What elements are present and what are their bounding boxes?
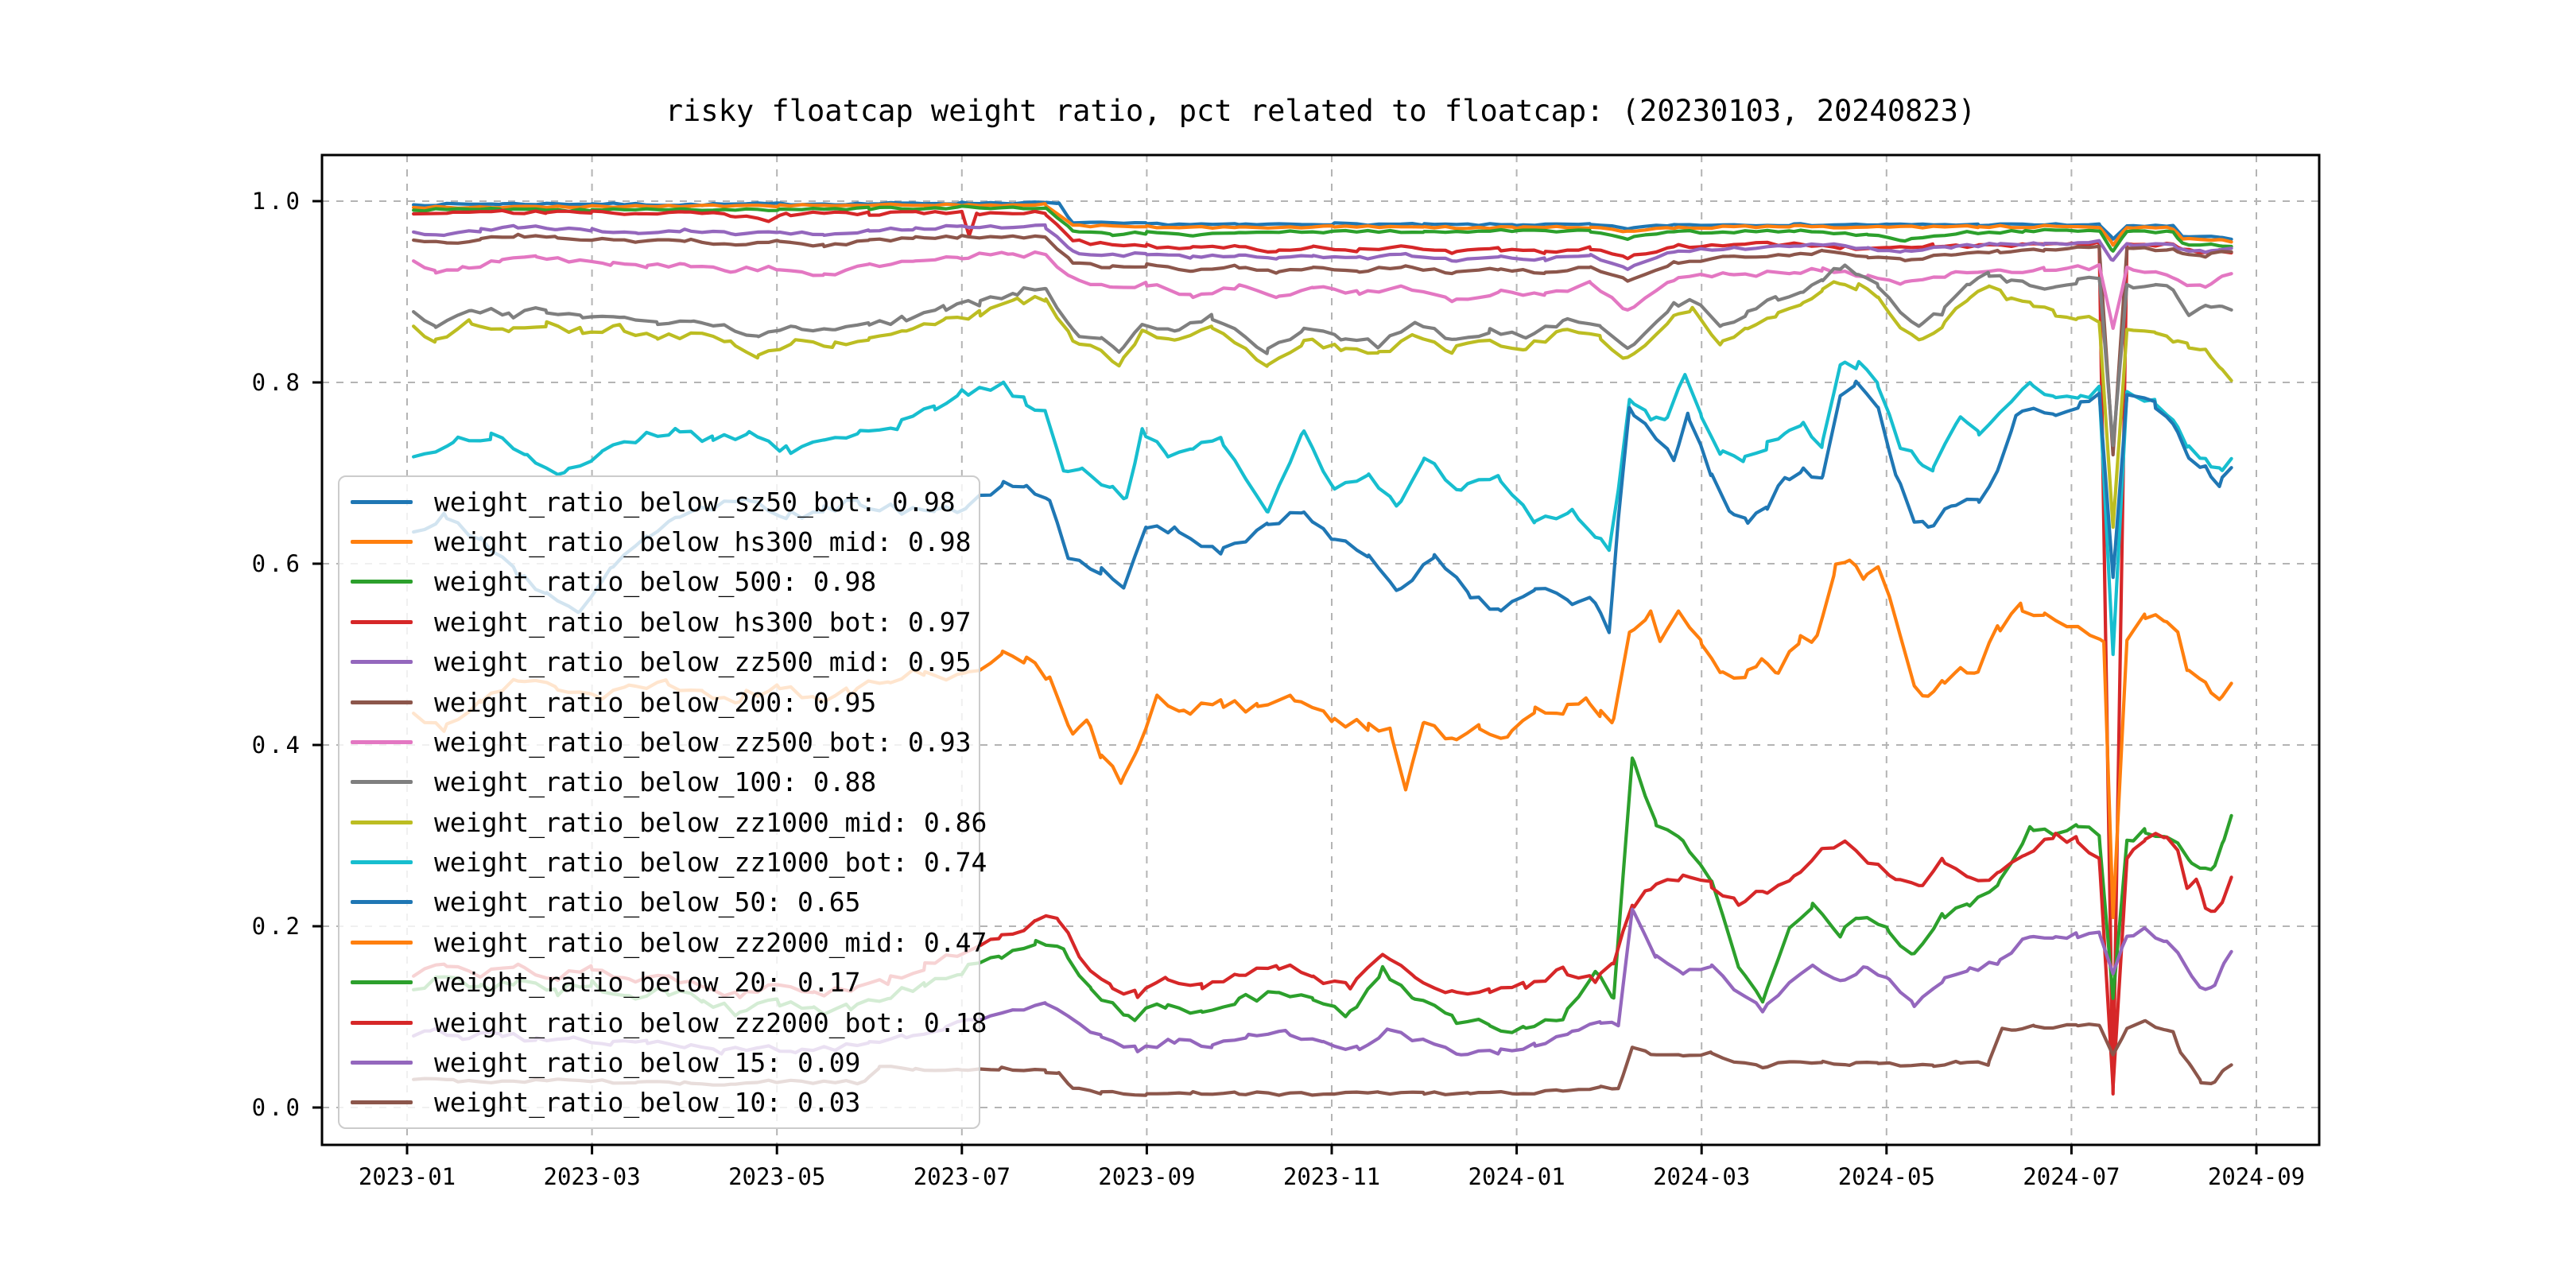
- series-line-weight_ratio_below_500: [412, 204, 2233, 253]
- legend-item: weight_ratio_below_20: 0.17: [351, 964, 979, 1001]
- legend-item: weight_ratio_below_hs300_mid: 0.98: [351, 524, 979, 561]
- x-tick-label: 2024-03: [1653, 1163, 1750, 1190]
- series-line-weight_ratio_below_zz500_mid: [412, 223, 2233, 271]
- legend-line-sample: [351, 780, 413, 785]
- legend-item: weight_ratio_below_15: 0.09: [351, 1044, 979, 1080]
- series-line-weight_ratio_below_zz1000_mid: [412, 280, 2233, 530]
- plot-frame: [320, 153, 2321, 1146]
- legend-item: weight_ratio_below_zz2000_bot: 0.18: [351, 1004, 987, 1041]
- legend-line-sample: [351, 900, 413, 905]
- tick-marks: [312, 200, 2258, 1154]
- x-tick-label: 2024-07: [2023, 1163, 2120, 1190]
- x-tick-label: 2024-01: [1468, 1163, 1565, 1190]
- legend-label: weight_ratio_below_200: 0.95: [434, 686, 877, 718]
- legend-item: weight_ratio_below_zz1000_mid: 0.86: [351, 804, 987, 840]
- legend-label: weight_ratio_below_10: 0.03: [434, 1087, 861, 1119]
- series-lines: [412, 200, 2233, 1097]
- legend-label: weight_ratio_below_zz1000_bot: 0.74: [434, 847, 987, 879]
- legend-item: weight_ratio_below_200: 0.95: [351, 684, 979, 720]
- legend-line-sample: [351, 820, 413, 824]
- legend: weight_ratio_below_sz50_bot: 0.98 weight_…: [338, 475, 987, 1129]
- x-tick-label: 2024-09: [2208, 1163, 2305, 1190]
- y-tick-label: 0.0: [252, 1094, 303, 1121]
- legend-label: weight_ratio_below_hs300_mid: 0.98: [434, 526, 972, 558]
- x-tick-label: 2023-03: [543, 1163, 640, 1190]
- y-tick-label: 0.8: [252, 369, 303, 396]
- legend-label: weight_ratio_below_zz2000_bot: 0.18: [434, 1007, 987, 1038]
- x-tick-label: 2023-01: [359, 1163, 456, 1190]
- x-tick-label: 2023-09: [1098, 1163, 1195, 1190]
- legend-line-sample: [351, 619, 413, 624]
- legend-item: weight_ratio_below_50: 0.65: [351, 884, 979, 921]
- series-line-weight_ratio_below_hs300_mid: [412, 202, 2233, 247]
- legend-item: weight_ratio_below_100: 0.88: [351, 764, 979, 801]
- legend-line-sample: [351, 940, 413, 945]
- legend-item: weight_ratio_below_zz500_mid: 0.95: [351, 644, 979, 681]
- legend-line-sample: [351, 980, 413, 985]
- x-tick-label: 2023-11: [1283, 1163, 1380, 1190]
- legend-label: weight_ratio_below_100: 0.88: [434, 766, 877, 798]
- legend-item: weight_ratio_below_zz2000_mid: 0.47: [351, 924, 987, 960]
- legend-label: weight_ratio_below_sz50_bot: 0.98: [434, 486, 956, 518]
- legend-item: weight_ratio_below_500: 0.98: [351, 564, 979, 600]
- legend-label: weight_ratio_below_zz2000_mid: 0.47: [434, 926, 987, 958]
- chart-title: risky floatcap weight ratio, pct related…: [665, 94, 1977, 128]
- legend-item: weight_ratio_below_10: 0.03: [351, 1084, 979, 1121]
- legend-line-sample: [351, 499, 413, 504]
- legend-line-sample: [351, 860, 413, 865]
- tick-labels: 2023-01 2023-03 2023-05 2023-07 2023-09 2023-…: [252, 188, 2306, 1190]
- legend-line-sample: [351, 1020, 413, 1025]
- legend-label: weight_ratio_below_20: 0.17: [434, 967, 861, 999]
- series-line-weight_ratio_below_100: [412, 263, 2233, 448]
- legend-line-sample: [351, 580, 413, 584]
- legend-item: weight_ratio_below_hs300_bot: 0.97: [351, 603, 979, 640]
- x-tick-label: 2023-05: [728, 1163, 825, 1190]
- legend-label: weight_ratio_below_500: 0.98: [434, 566, 877, 598]
- legend-label: weight_ratio_below_zz500_mid: 0.95: [434, 646, 972, 678]
- legend-line-sample: [351, 1060, 413, 1065]
- legend-label: weight_ratio_below_zz1000_mid: 0.86: [434, 806, 987, 838]
- y-tick-label: 1.0: [252, 188, 303, 215]
- legend-line-sample: [351, 1100, 413, 1105]
- series-line-weight_ratio_below_zz1000_bot: [412, 359, 2233, 657]
- legend-label: weight_ratio_below_50: 0.65: [434, 886, 861, 918]
- y-tick-label: 0.2: [252, 913, 303, 940]
- y-tick-label: 0.4: [252, 731, 303, 758]
- legend-item: weight_ratio_below_zz500_bot: 0.93: [351, 724, 979, 760]
- x-tick-label: 2023-07: [914, 1163, 1011, 1190]
- legend-line-sample: [351, 660, 413, 665]
- legend-line-sample: [351, 540, 413, 545]
- legend-label: weight_ratio_below_15: 0.09: [434, 1046, 861, 1078]
- y-tick-label: 0.6: [252, 550, 303, 577]
- legend-label: weight_ratio_below_hs300_bot: 0.97: [434, 606, 972, 638]
- legend-label: weight_ratio_below_zz500_bot: 0.93: [434, 726, 972, 758]
- series-line-weight_ratio_below_200: [412, 232, 2233, 457]
- legend-item: weight_ratio_below_sz50_bot: 0.98: [351, 483, 979, 520]
- legend-line-sample: [351, 700, 413, 704]
- x-tick-label: 2024-05: [1838, 1163, 1935, 1190]
- series-line-weight_ratio_below_zz500_bot: [412, 250, 2233, 330]
- legend-line-sample: [351, 739, 413, 744]
- legend-item: weight_ratio_below_zz1000_bot: 0.74: [351, 844, 987, 881]
